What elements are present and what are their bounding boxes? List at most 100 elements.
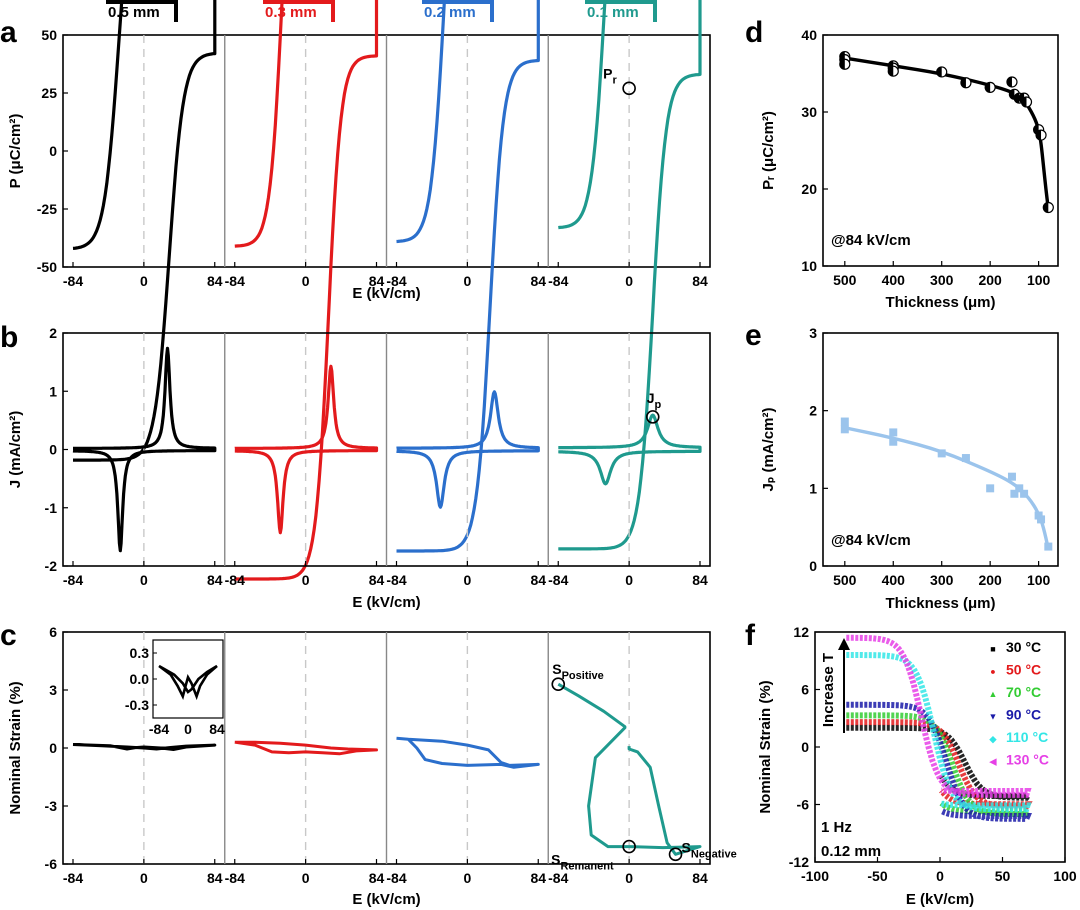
x-tick-label: -84 xyxy=(63,572,83,588)
plot-frame xyxy=(822,332,1059,567)
inset-y-tick-label: -0.3 xyxy=(125,697,149,713)
strain-marker xyxy=(551,677,566,692)
y-axis-label: Jₚ (mA/cm²) xyxy=(760,408,777,492)
y-tick-label: 50 xyxy=(41,27,57,43)
x-tick-label: -100 xyxy=(801,868,829,884)
pr-marker xyxy=(622,81,636,96)
x-tick-label: 84 xyxy=(530,870,546,886)
pe-loop-1 xyxy=(234,0,379,581)
y-tick-label: -50 xyxy=(37,259,57,275)
thickness-label-1: 0.3 mm xyxy=(263,0,335,22)
data-point xyxy=(1037,515,1046,524)
y-tick-label: 3 xyxy=(809,325,817,341)
legend-marker: ▼ xyxy=(989,712,998,722)
x-tick-label: -84 xyxy=(548,572,568,588)
data-point xyxy=(1044,542,1053,551)
y-tick-label: 2 xyxy=(809,403,817,419)
data-point-half xyxy=(960,77,966,88)
x-axis-label: Thickness (μm) xyxy=(885,595,995,612)
x-tick-label: 0 xyxy=(463,870,471,886)
pe-loop-0 xyxy=(72,0,217,462)
strain-annotation: SPositive xyxy=(552,661,604,682)
data-point xyxy=(1010,489,1019,498)
thickness-label-text: 0.2 mm xyxy=(424,4,476,21)
x-tick-label: 84 xyxy=(207,870,223,886)
pe-loop-3 xyxy=(558,0,702,551)
y-tick-label: -3 xyxy=(45,798,58,814)
thickness-label-2: 0.2 mm xyxy=(422,0,494,22)
x-tick-label: 84 xyxy=(207,273,223,289)
y-tick-label: 0 xyxy=(49,740,57,756)
x-tick-label: -84 xyxy=(548,273,568,289)
data-point xyxy=(986,484,995,493)
label-frame xyxy=(585,0,657,22)
data-point-half xyxy=(985,82,991,93)
data-point-half xyxy=(1021,96,1027,107)
legend-marker: ■ xyxy=(990,644,995,654)
data-point xyxy=(889,437,898,446)
y-axis-label: J (mA/cm²) xyxy=(7,411,24,489)
pe-loop-2 xyxy=(396,0,540,553)
thickness-label-text: 0.5 mm xyxy=(108,4,160,21)
temp-curve-0 xyxy=(846,724,1034,801)
x-tick-label: 500 xyxy=(833,572,857,588)
panel-e: 500 400 300 200 100 3 2 1 0 Thickness (μm) Jₚ (mA/… xyxy=(760,325,1059,612)
y-tick-label: 0 xyxy=(49,442,57,458)
panel-letter-d: d xyxy=(745,16,763,49)
data-point xyxy=(840,417,849,426)
y-tick-label: 0 xyxy=(49,143,57,159)
strain-annotation: SRemanent xyxy=(551,852,614,873)
arrow-label: Increase T xyxy=(820,653,837,727)
label-frame xyxy=(263,0,335,22)
x-tick-label: 0 xyxy=(625,273,633,289)
x-tick-label: 400 xyxy=(882,572,906,588)
x-tick-label: -84 xyxy=(225,273,245,289)
legend-label: 70 °C xyxy=(1006,684,1041,700)
y-tick-label: 40 xyxy=(801,27,817,43)
panel-d: 500 400 300 200 100 40 30 20 10 Thickness (μm) Pᵣ … xyxy=(760,27,1059,311)
y-axis-label: P (μC/cm²) xyxy=(7,114,24,189)
x-tick-label: 0 xyxy=(140,273,148,289)
y-axis-label: Nominal Strain (%) xyxy=(7,681,24,814)
y-tick-label: 30 xyxy=(801,104,817,120)
x-tick-label: 100 xyxy=(1027,272,1051,288)
inset: 0.3 0.0 -0.3-84 0 84 xyxy=(125,639,225,737)
strain-marker xyxy=(622,839,636,854)
inset-x-tick-label: -84 xyxy=(149,721,169,737)
panel-letters: a b c d e f xyxy=(0,16,763,652)
panel-f: -100 -50 0 50 100 12 6 0 -6 -12 E (kV/cm) Nominal S… xyxy=(757,624,1077,908)
x-tick-label: 84 xyxy=(369,273,385,289)
fit-curve xyxy=(844,56,1050,210)
strain-curve-3 xyxy=(557,682,702,856)
x-tick-label: 0 xyxy=(140,870,148,886)
x-tick-label: 84 xyxy=(530,572,546,588)
condition-note: @84 kV/cm xyxy=(831,232,911,249)
jp-annotation: Jp xyxy=(647,390,662,411)
x-tick-label: -84 xyxy=(386,273,406,289)
panel-letter-c: c xyxy=(0,619,17,652)
y-tick-label: -6 xyxy=(45,856,58,872)
data-point-half xyxy=(1009,89,1015,100)
data-point-half xyxy=(1036,130,1042,141)
y-tick-label: 1 xyxy=(809,480,817,496)
strain-marker xyxy=(668,847,683,862)
x-tick-label: 84 xyxy=(692,870,708,886)
x-tick-label: 200 xyxy=(978,272,1002,288)
temp-curve-4 xyxy=(846,652,1032,813)
data-point xyxy=(937,449,946,458)
legend-label: 30 °C xyxy=(1006,639,1041,655)
panel-letter-a: a xyxy=(0,16,17,49)
inset-x-tick-label: 84 xyxy=(209,721,225,737)
x-tick-label: 84 xyxy=(692,572,708,588)
x-tick-label: 300 xyxy=(930,272,954,288)
temp-curve-5 xyxy=(846,634,1032,798)
x-tick-label: -84 xyxy=(63,870,83,886)
panel-letter-e: e xyxy=(745,319,762,352)
data-point-half xyxy=(888,66,894,77)
y-tick-label: -25 xyxy=(37,201,57,217)
x-axis-label: E (kV/cm) xyxy=(352,891,420,908)
x-tick-label: -84 xyxy=(225,870,245,886)
data-point-half xyxy=(839,59,845,70)
y-tick-label: 0 xyxy=(801,739,809,755)
